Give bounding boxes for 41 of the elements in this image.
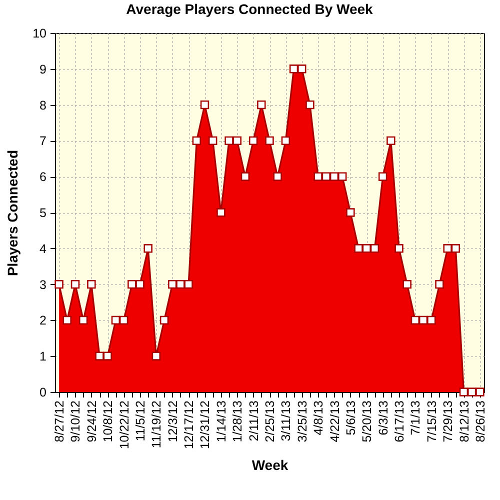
x-tick-label: 4/22/13 bbox=[328, 400, 342, 442]
x-tick-label: 9/24/12 bbox=[84, 400, 99, 442]
y-axis-title: Players Connected bbox=[4, 150, 21, 276]
y-tick-label: 4 bbox=[40, 242, 47, 256]
x-tick-label: 11/5/12 bbox=[133, 400, 148, 442]
x-tick-label: 7/15/13 bbox=[424, 400, 439, 442]
y-tick-label: 5 bbox=[40, 206, 47, 220]
x-axis-title: Week bbox=[252, 457, 288, 474]
x-tick-label: 8/27/12 bbox=[52, 400, 67, 442]
x-tick-label: 2/11/13 bbox=[246, 400, 261, 442]
x-tick-label: 10/8/12 bbox=[101, 400, 116, 442]
x-tick-label: 1/14/13 bbox=[214, 400, 228, 442]
x-tick-label: 12/17/12 bbox=[182, 400, 196, 450]
x-tick-label: 12/31/12 bbox=[198, 400, 212, 450]
x-tick-label: 1/28/13 bbox=[230, 400, 245, 442]
x-tick-label: 7/1/13 bbox=[408, 400, 423, 436]
x-tick-label: 2/25/13 bbox=[263, 400, 277, 442]
y-tick-label: 1 bbox=[40, 350, 47, 364]
y-tick-label: 6 bbox=[40, 170, 47, 184]
x-tick-label: 3/25/13 bbox=[295, 400, 310, 442]
x-tick-label: 5/6/13 bbox=[344, 400, 358, 436]
x-tick-label: 6/17/13 bbox=[392, 400, 407, 442]
y-tick-label: 3 bbox=[40, 278, 47, 292]
x-tick-label: 4/8/13 bbox=[312, 400, 326, 436]
x-tick-label: 6/3/13 bbox=[376, 400, 390, 436]
x-tick-label: 8/12/13 bbox=[457, 400, 472, 442]
y-tick-label: 0 bbox=[40, 386, 47, 400]
x-tick-label: 8/26/13 bbox=[473, 400, 488, 442]
x-tick-label: 5/20/13 bbox=[360, 400, 374, 442]
y-tick-label: 9 bbox=[40, 62, 47, 76]
y-tick-label: 8 bbox=[40, 98, 47, 112]
x-tick-label: 12/3/12 bbox=[166, 400, 180, 442]
x-tick-label: 9/10/12 bbox=[68, 400, 83, 442]
x-tick-label: 3/11/13 bbox=[279, 400, 294, 442]
x-tick-label: 7/29/13 bbox=[441, 400, 456, 442]
y-tick-label: 7 bbox=[40, 134, 47, 148]
x-tick-label: 11/19/12 bbox=[150, 400, 164, 448]
chart-title: Average Players Connected By Week bbox=[126, 1, 374, 17]
y-tick-label: 10 bbox=[32, 26, 47, 40]
y-tick-label: 2 bbox=[40, 314, 47, 328]
x-tick-label: 10/22/12 bbox=[117, 400, 132, 450]
